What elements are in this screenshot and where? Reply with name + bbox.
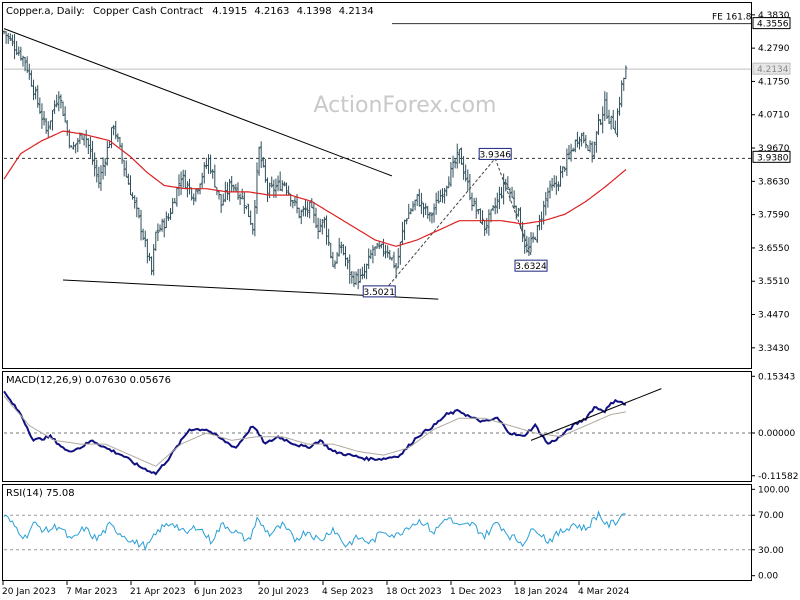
macd-trendline <box>530 388 662 441</box>
macd-axis-label: 0.15343 <box>758 372 795 382</box>
rsi-axis-label: 30.00 <box>758 546 784 556</box>
price-panel-frame <box>2 2 752 369</box>
projection-segment <box>494 158 532 256</box>
chart-layer: 3.5021 3.9346 3.6324 FE 161.8 4.3830 4.2790 4.… <box>2 11 798 597</box>
price-annotation-label: 3.5021 <box>363 288 395 298</box>
date-axis-label: 4 Sep 2023 <box>322 587 373 597</box>
price-axis-label: 4.2790 <box>758 44 790 54</box>
open-value: 4.1915 <box>212 6 247 17</box>
date-axis-label: 21 Apr 2023 <box>130 587 186 597</box>
price-header: Copper.a, Daily: Copper Cash Contract 4.… <box>6 6 374 17</box>
rsi-axis-label: 0.00 <box>758 572 778 582</box>
price-axis-label: 3.5510 <box>758 277 790 287</box>
high-value: 4.2163 <box>254 6 289 17</box>
date-axis-label: 4 Mar 2024 <box>578 587 630 597</box>
date-axis-label: 18 Oct 2023 <box>386 587 442 597</box>
price-axis-label: 3.8630 <box>758 177 790 187</box>
date-axis-label: 18 Jan 2024 <box>514 587 568 597</box>
instrument-label: Copper Cash Contract <box>93 6 203 17</box>
rsi-panel-frame <box>2 484 752 581</box>
resistance-trendline <box>3 28 393 177</box>
price-axis-label: 3.7590 <box>758 211 790 221</box>
price-axis-label: 4.0710 <box>758 111 790 121</box>
price-bars <box>2 30 628 290</box>
price-level-box <box>752 150 791 163</box>
price-annotation-box <box>514 259 548 272</box>
watermark: ActionForex.com <box>314 93 497 118</box>
price-level-label: 3.9380 <box>757 153 789 163</box>
macd-panel-frame <box>2 371 752 482</box>
rsi-axis-label: 70.00 <box>758 511 784 521</box>
price-axis-label: 3.4470 <box>758 311 790 321</box>
price-annotation-label: 3.9346 <box>479 150 511 160</box>
price-axis-label: 4.1750 <box>758 77 790 87</box>
date-axis-label: 7 Mar 2023 <box>66 587 117 597</box>
macd-signal-line <box>3 395 626 467</box>
price-axis-label: 3.6550 <box>758 244 790 254</box>
date-axis-label: 20 Jul 2023 <box>258 587 309 597</box>
price-annotation-label: 3.6324 <box>515 262 547 272</box>
price-axis-label: 4.3830 <box>758 11 790 21</box>
price-axis-label: 3.3430 <box>758 344 790 354</box>
rsi-header: RSI(14) 75.08 <box>6 488 75 499</box>
price-level-label: 4.2134 <box>757 65 789 75</box>
price-level-box <box>752 62 791 75</box>
low-value: 4.1398 <box>297 6 332 17</box>
rsi-line <box>3 510 627 552</box>
close-value: 4.2134 <box>339 6 374 17</box>
rsi-axis-label: 100.00 <box>758 485 790 495</box>
price-axis-label: 3.9670 <box>758 144 790 154</box>
macd-axis-label: -0.11582 <box>758 472 798 482</box>
projection-segment <box>378 158 496 298</box>
macd-header: MACD(12,26,9) 0.07630 0.05676 <box>6 375 171 386</box>
macd-line <box>3 390 627 476</box>
date-axis-label: 6 Jun 2023 <box>194 587 242 597</box>
symbol-label: Copper.a, Daily: <box>6 6 85 17</box>
date-axis-label: 20 Jan 2023 <box>2 587 56 597</box>
price-level-label: 4.3556 <box>757 20 789 30</box>
moving-average-line <box>3 130 627 247</box>
fe-label: FE 161.8 <box>712 13 752 23</box>
date-axis-label: 1 Dec 2023 <box>450 587 502 597</box>
price-annotation-box <box>478 147 512 160</box>
price-level-box <box>752 17 791 30</box>
price-annotation-box <box>362 285 396 298</box>
macd-axis-label: 0.00000 <box>758 429 795 439</box>
